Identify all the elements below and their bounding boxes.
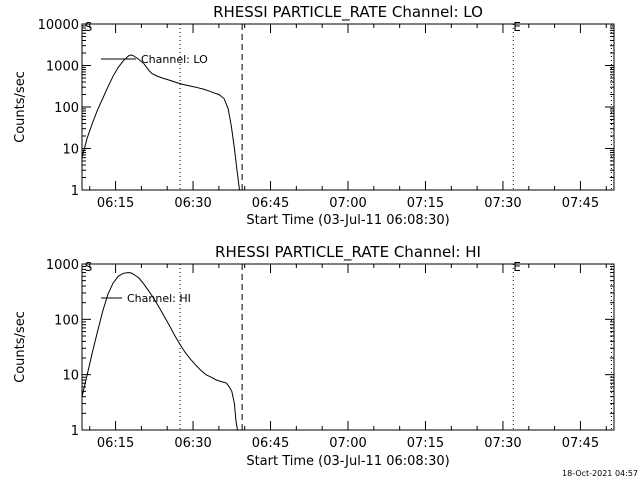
hi-channel-panel: RHESSI PARTICLE_RATE Channel: HI Counts/…	[13, 243, 615, 469]
hi-x-tick-label: 06:30	[174, 436, 211, 451]
hi-x-axis-label: Start Time (03-Jul-11 06:08:30)	[246, 454, 449, 469]
lo-y-tick-label: 10000	[38, 18, 79, 33]
lo-x-tick-label: 07:30	[484, 196, 521, 211]
lo-y-tick-label: 100	[54, 101, 79, 116]
hi-panel-title: RHESSI PARTICLE_RATE Channel: HI	[215, 243, 481, 262]
lo-x-tick-label: 06:15	[97, 196, 134, 211]
hi-x-tick-label: 07:00	[329, 436, 366, 451]
hi-rate-series-line	[81, 272, 238, 431]
lo-y-tick-label: 1	[71, 184, 79, 199]
timestamp: 18-Oct-2021 04:57	[562, 469, 638, 478]
lo-panel-title: RHESSI PARTICLE_RATE Channel: LO	[213, 3, 483, 22]
hi-y-axis-label: Counts/sec	[13, 311, 28, 383]
hi-y-tick-label: 1000	[46, 258, 79, 273]
lo-plot-frame	[81, 23, 615, 191]
hi-marker-e: E	[513, 260, 521, 274]
hi-y-tick-label: 100	[54, 313, 79, 328]
lo-rate-series-line	[81, 54, 240, 191]
hi-x-tick-label: 06:45	[252, 436, 289, 451]
lo-channel-panel: RHESSI PARTICLE_RATE Channel: LO Counts/…	[13, 3, 615, 228]
hi-x-tick-label: 06:15	[97, 436, 134, 451]
hi-x-tick-label: 07:45	[562, 436, 599, 451]
lo-x-tick-label: 07:00	[329, 196, 366, 211]
lo-x-tick-label: 06:45	[252, 196, 289, 211]
lo-marker-e: E	[513, 20, 521, 34]
hi-y-tick-label: 10	[62, 369, 79, 384]
hi-y-tick-label: 1	[71, 424, 79, 439]
lo-legend-label: Channel: LO	[141, 53, 208, 66]
hi-x-tick-label: 07:30	[484, 436, 521, 451]
lo-marker-s: S	[85, 20, 93, 34]
hi-x-tick-label: 07:15	[407, 436, 444, 451]
lo-y-tick-label: 1000	[46, 60, 79, 75]
lo-x-tick-label: 07:45	[562, 196, 599, 211]
lo-y-tick-label: 10	[62, 143, 79, 158]
hi-marker-s: S	[85, 260, 93, 274]
hi-plot-frame	[81, 263, 615, 431]
lo-y-axis-label: Counts/sec	[13, 71, 28, 143]
hi-legend-label: Channel: HI	[127, 292, 191, 305]
lo-x-tick-label: 06:30	[174, 196, 211, 211]
lo-x-tick-label: 07:15	[407, 196, 444, 211]
lo-x-axis-label: Start Time (03-Jul-11 06:08:30)	[246, 213, 449, 228]
